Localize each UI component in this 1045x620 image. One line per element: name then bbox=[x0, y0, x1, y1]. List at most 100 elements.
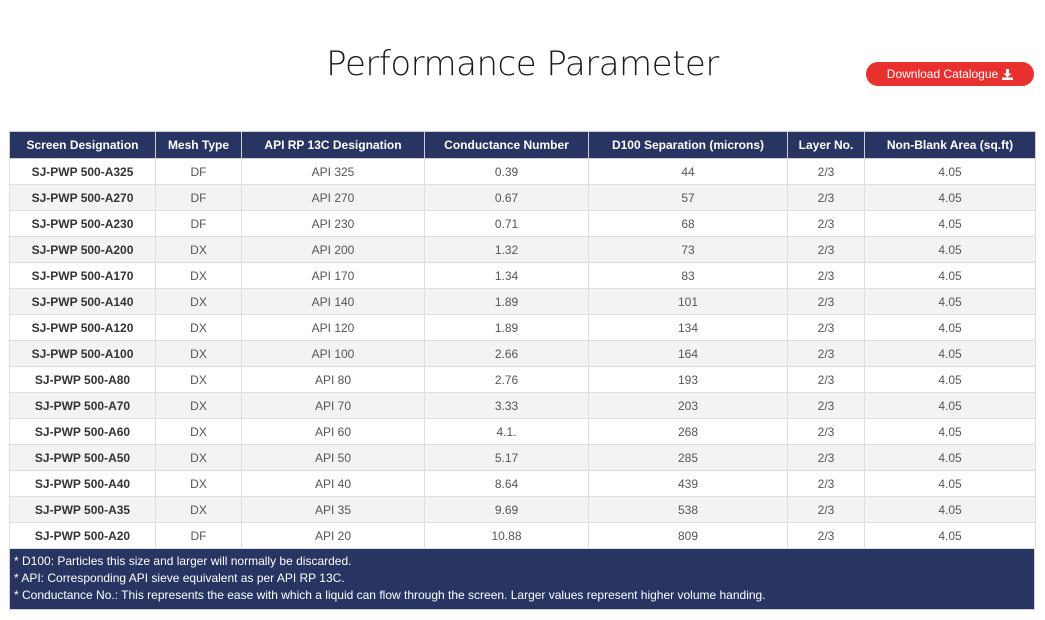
cell-non-blank-area: 4.05 bbox=[864, 210, 1036, 237]
cell-layer-no: 2/3 bbox=[787, 340, 865, 367]
cell-screen-designation: SJ-PWP 500-A35 bbox=[9, 496, 156, 523]
cell-screen-designation: SJ-PWP 500-A200 bbox=[9, 236, 156, 263]
cell-d100-separation: 164 bbox=[588, 340, 788, 367]
cell-mesh-type: DX bbox=[155, 470, 242, 497]
cell-d100-separation: 193 bbox=[588, 366, 788, 393]
cell-d100-separation: 68 bbox=[588, 210, 788, 237]
cell-api-designation: API 140 bbox=[241, 288, 425, 315]
cell-d100-separation: 538 bbox=[588, 496, 788, 523]
cell-screen-designation: SJ-PWP 500-A40 bbox=[9, 470, 156, 497]
cell-mesh-type: DF bbox=[155, 522, 242, 549]
table-row: SJ-PWP 500-A35 DX API 35 9.69 538 2/3 4.05 bbox=[9, 496, 1036, 523]
cell-layer-no: 2/3 bbox=[787, 470, 865, 497]
cell-screen-designation: SJ-PWP 500-A140 bbox=[9, 288, 156, 315]
cell-d100-separation: 83 bbox=[588, 262, 788, 289]
cell-non-blank-area: 4.05 bbox=[864, 522, 1036, 549]
table-row: SJ-PWP 500-A20 DF API 20 10.88 809 2/3 4.05 bbox=[9, 522, 1036, 549]
table-body: SJ-PWP 500-A325 DF API 325 0.39 44 2/3 4.05 SJ-… bbox=[9, 158, 1036, 549]
cell-mesh-type: DX bbox=[155, 236, 242, 263]
cell-non-blank-area: 4.05 bbox=[864, 288, 1036, 315]
download-catalogue-label: Download Catalogue bbox=[886, 67, 999, 81]
cell-screen-designation: SJ-PWP 500-A100 bbox=[9, 340, 156, 367]
cell-conductance-number: 4.1. bbox=[424, 418, 589, 445]
table-row: SJ-PWP 500-A325 DF API 325 0.39 44 2/3 4.05 bbox=[9, 158, 1036, 185]
cell-non-blank-area: 4.05 bbox=[864, 418, 1036, 445]
table-header-row: Screen Designation Mesh Type API RP 13C … bbox=[9, 131, 1036, 159]
cell-screen-designation: SJ-PWP 500-A50 bbox=[9, 444, 156, 471]
cell-conductance-number: 8.64 bbox=[424, 470, 589, 497]
cell-screen-designation: SJ-PWP 500-A230 bbox=[9, 210, 156, 237]
download-icon bbox=[1002, 68, 1014, 80]
performance-table: Screen Designation Mesh Type API RP 13C … bbox=[9, 131, 1036, 549]
col-header-layer-no: Layer No. bbox=[787, 131, 865, 159]
col-header-d100-separation: D100 Separation (microns) bbox=[588, 131, 788, 159]
table-row: SJ-PWP 500-A40 DX API 40 8.64 439 2/3 4.05 bbox=[9, 470, 1036, 497]
cell-non-blank-area: 4.05 bbox=[864, 470, 1036, 497]
cell-d100-separation: 101 bbox=[588, 288, 788, 315]
cell-layer-no: 2/3 bbox=[787, 314, 865, 341]
cell-mesh-type: DX bbox=[155, 444, 242, 471]
cell-conductance-number: 2.66 bbox=[424, 340, 589, 367]
page-title: Performance Parameter bbox=[326, 44, 719, 84]
cell-layer-no: 2/3 bbox=[787, 366, 865, 393]
cell-screen-designation: SJ-PWP 500-A20 bbox=[9, 522, 156, 549]
cell-screen-designation: SJ-PWP 500-A170 bbox=[9, 262, 156, 289]
cell-api-designation: API 70 bbox=[241, 392, 425, 419]
cell-conductance-number: 1.89 bbox=[424, 288, 589, 315]
cell-api-designation: API 120 bbox=[241, 314, 425, 341]
cell-screen-designation: SJ-PWP 500-A70 bbox=[9, 392, 156, 419]
table-row: SJ-PWP 500-A80 DX API 80 2.76 193 2/3 4.05 bbox=[9, 366, 1036, 393]
cell-screen-designation: SJ-PWP 500-A60 bbox=[9, 418, 156, 445]
cell-api-designation: API 80 bbox=[241, 366, 425, 393]
cell-mesh-type: DX bbox=[155, 366, 242, 393]
note-d100: * D100: Particles this size and larger w… bbox=[14, 554, 352, 568]
cell-mesh-type: DF bbox=[155, 184, 242, 211]
note-api: * API: Corresponding API sieve equivalen… bbox=[14, 571, 345, 585]
cell-api-designation: API 50 bbox=[241, 444, 425, 471]
cell-non-blank-area: 4.05 bbox=[864, 184, 1036, 211]
cell-screen-designation: SJ-PWP 500-A120 bbox=[9, 314, 156, 341]
cell-conductance-number: 3.33 bbox=[424, 392, 589, 419]
cell-d100-separation: 203 bbox=[588, 392, 788, 419]
cell-layer-no: 2/3 bbox=[787, 444, 865, 471]
cell-mesh-type: DX bbox=[155, 392, 242, 419]
cell-non-blank-area: 4.05 bbox=[864, 366, 1036, 393]
col-header-screen-designation: Screen Designation bbox=[9, 131, 156, 159]
cell-conductance-number: 1.89 bbox=[424, 314, 589, 341]
cell-d100-separation: 285 bbox=[588, 444, 788, 471]
table-row: SJ-PWP 500-A70 DX API 70 3.33 203 2/3 4.05 bbox=[9, 392, 1036, 419]
cell-layer-no: 2/3 bbox=[787, 236, 865, 263]
cell-layer-no: 2/3 bbox=[787, 392, 865, 419]
cell-conductance-number: 9.69 bbox=[424, 496, 589, 523]
cell-api-designation: API 40 bbox=[241, 470, 425, 497]
cell-api-designation: API 20 bbox=[241, 522, 425, 549]
cell-conductance-number: 10.88 bbox=[424, 522, 589, 549]
cell-mesh-type: DX bbox=[155, 418, 242, 445]
cell-screen-designation: SJ-PWP 500-A270 bbox=[9, 184, 156, 211]
cell-d100-separation: 73 bbox=[588, 236, 788, 263]
cell-api-designation: API 200 bbox=[241, 236, 425, 263]
cell-layer-no: 2/3 bbox=[787, 210, 865, 237]
cell-layer-no: 2/3 bbox=[787, 184, 865, 211]
cell-non-blank-area: 4.05 bbox=[864, 496, 1036, 523]
cell-d100-separation: 809 bbox=[588, 522, 788, 549]
cell-mesh-type: DX bbox=[155, 262, 242, 289]
cell-screen-designation: SJ-PWP 500-A80 bbox=[9, 366, 156, 393]
cell-api-designation: API 270 bbox=[241, 184, 425, 211]
cell-layer-no: 2/3 bbox=[787, 288, 865, 315]
cell-api-designation: API 230 bbox=[241, 210, 425, 237]
download-catalogue-button[interactable]: Download Catalogue bbox=[866, 62, 1034, 86]
table-notes: * D100: Particles this size and larger w… bbox=[9, 549, 1035, 610]
cell-non-blank-area: 4.05 bbox=[864, 314, 1036, 341]
cell-api-designation: API 325 bbox=[241, 158, 425, 185]
cell-mesh-type: DX bbox=[155, 340, 242, 367]
cell-layer-no: 2/3 bbox=[787, 522, 865, 549]
cell-d100-separation: 44 bbox=[588, 158, 788, 185]
col-header-conductance-number: Conductance Number bbox=[424, 131, 589, 159]
cell-layer-no: 2/3 bbox=[787, 158, 865, 185]
cell-conductance-number: 0.67 bbox=[424, 184, 589, 211]
cell-conductance-number: 0.71 bbox=[424, 210, 589, 237]
cell-d100-separation: 439 bbox=[588, 470, 788, 497]
note-conductance: * Conductance No.: This represents the e… bbox=[14, 588, 766, 602]
cell-non-blank-area: 4.05 bbox=[864, 158, 1036, 185]
